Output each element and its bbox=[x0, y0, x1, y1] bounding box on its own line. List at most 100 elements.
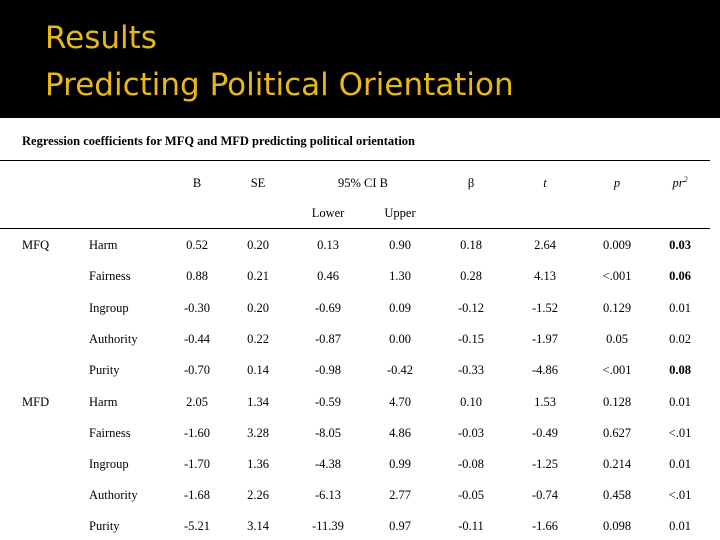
cell-pr2: 0.01 bbox=[669, 457, 691, 471]
cell-pr2: 0.01 bbox=[669, 301, 691, 315]
cell-p: 0.009 bbox=[602, 238, 632, 252]
cell-pr2: 0.01 bbox=[669, 395, 691, 409]
cell-beta: 0.10 bbox=[460, 395, 482, 409]
cell-pr2: 0.01 bbox=[669, 519, 691, 533]
cell-beta: -0.11 bbox=[458, 519, 484, 533]
cell-lower: -0.59 bbox=[314, 395, 342, 409]
cell-se: 2.26 bbox=[247, 488, 269, 502]
cell-p: <.001 bbox=[602, 269, 632, 283]
cell-se: 3.28 bbox=[247, 426, 269, 440]
cell-group: MFQ bbox=[22, 238, 50, 252]
cell-se: 0.20 bbox=[247, 301, 269, 315]
cell-predictor: Harm bbox=[89, 395, 118, 409]
cell-p: 0.128 bbox=[602, 395, 632, 409]
cell-predictor: Purity bbox=[89, 519, 120, 533]
cell-predictor: Harm bbox=[89, 238, 118, 252]
slide-title-line-1: Results bbox=[45, 20, 157, 56]
cell-p: 0.098 bbox=[602, 519, 632, 533]
cell-upper: 2.77 bbox=[389, 488, 411, 502]
cell-upper: 1.30 bbox=[389, 269, 411, 283]
cell-pr2: 0.02 bbox=[669, 332, 691, 346]
cell-beta: -0.05 bbox=[457, 488, 485, 502]
cell-b: -5.21 bbox=[183, 519, 211, 533]
cell-p: 0.214 bbox=[602, 457, 632, 471]
header-pr2-sup: 2 bbox=[683, 174, 688, 184]
cell-t: 1.53 bbox=[534, 395, 556, 409]
header-lower: Lower bbox=[311, 206, 345, 220]
cell-t: -4.86 bbox=[531, 363, 559, 377]
table-header-rule bbox=[0, 228, 710, 229]
cell-beta: -0.15 bbox=[457, 332, 485, 346]
cell-b: -0.44 bbox=[183, 332, 211, 346]
cell-b: -1.60 bbox=[183, 426, 211, 440]
cell-lower: -6.13 bbox=[314, 488, 342, 502]
cell-lower: -0.98 bbox=[314, 363, 342, 377]
cell-se: 1.34 bbox=[247, 395, 269, 409]
cell-se: 3.14 bbox=[247, 519, 269, 533]
title-band: Results Predicting Political Orientation bbox=[0, 0, 720, 118]
cell-p: 0.627 bbox=[602, 426, 632, 440]
cell-b: -0.30 bbox=[183, 301, 211, 315]
cell-se: 0.22 bbox=[247, 332, 269, 346]
cell-b: 0.88 bbox=[186, 269, 208, 283]
cell-se: 0.21 bbox=[247, 269, 269, 283]
cell-upper: -0.42 bbox=[386, 363, 414, 377]
header-t: t bbox=[543, 176, 547, 190]
cell-predictor: Authority bbox=[89, 488, 138, 502]
cell-lower: 0.46 bbox=[317, 269, 339, 283]
cell-predictor: Purity bbox=[89, 363, 120, 377]
cell-lower: -4.38 bbox=[314, 457, 342, 471]
cell-beta: -0.33 bbox=[457, 363, 485, 377]
cell-b: -0.70 bbox=[183, 363, 211, 377]
cell-se: 0.14 bbox=[247, 363, 269, 377]
cell-predictor: Fairness bbox=[89, 269, 131, 283]
cell-b: 2.05 bbox=[186, 395, 208, 409]
cell-t: -0.49 bbox=[531, 426, 559, 440]
cell-se: 0.20 bbox=[247, 238, 269, 252]
header-se: SE bbox=[250, 176, 266, 190]
header-b: B bbox=[192, 176, 202, 190]
cell-se: 1.36 bbox=[247, 457, 269, 471]
cell-predictor: Ingroup bbox=[89, 301, 129, 315]
cell-predictor: Authority bbox=[89, 332, 138, 346]
cell-upper: 4.70 bbox=[389, 395, 411, 409]
cell-b: -1.68 bbox=[183, 488, 211, 502]
table-top-rule bbox=[0, 160, 710, 161]
cell-pr2: 0.06 bbox=[669, 269, 691, 283]
cell-upper: 0.90 bbox=[389, 238, 411, 252]
cell-beta: 0.28 bbox=[460, 269, 482, 283]
cell-t: -1.52 bbox=[531, 301, 559, 315]
cell-beta: -0.03 bbox=[457, 426, 485, 440]
cell-pr2: <.01 bbox=[668, 488, 692, 502]
cell-predictor: Fairness bbox=[89, 426, 131, 440]
cell-b: 0.52 bbox=[186, 238, 208, 252]
header-upper: Upper bbox=[384, 206, 416, 220]
cell-t: 2.64 bbox=[534, 238, 556, 252]
cell-p: 0.05 bbox=[606, 332, 628, 346]
cell-lower: -8.05 bbox=[314, 426, 342, 440]
cell-t: -1.66 bbox=[531, 519, 559, 533]
cell-upper: 4.86 bbox=[389, 426, 411, 440]
cell-p: 0.129 bbox=[602, 301, 632, 315]
cell-lower: -0.69 bbox=[314, 301, 342, 315]
cell-b: -1.70 bbox=[183, 457, 211, 471]
cell-pr2: <.01 bbox=[668, 426, 692, 440]
cell-lower: 0.13 bbox=[317, 238, 339, 252]
header-pr2-base: pr bbox=[672, 176, 684, 190]
slide-title-line-2: Predicting Political Orientation bbox=[45, 67, 514, 103]
header-pr2: pr2 bbox=[672, 174, 688, 191]
cell-p: <.001 bbox=[602, 363, 632, 377]
header-p: p bbox=[613, 176, 621, 190]
cell-beta: -0.12 bbox=[457, 301, 485, 315]
cell-t: -1.25 bbox=[531, 457, 559, 471]
cell-upper: 0.00 bbox=[389, 332, 411, 346]
table-caption: Regression coefficients for MFQ and MFD … bbox=[22, 134, 416, 148]
header-ci: 95% CI B bbox=[338, 176, 388, 190]
cell-lower: -0.87 bbox=[314, 332, 342, 346]
cell-pr2: 0.03 bbox=[669, 238, 691, 252]
cell-upper: 0.99 bbox=[389, 457, 411, 471]
cell-t: -0.74 bbox=[531, 488, 559, 502]
cell-pr2: 0.08 bbox=[669, 363, 691, 377]
cell-t: -1.97 bbox=[531, 332, 559, 346]
cell-beta: -0.08 bbox=[457, 457, 485, 471]
